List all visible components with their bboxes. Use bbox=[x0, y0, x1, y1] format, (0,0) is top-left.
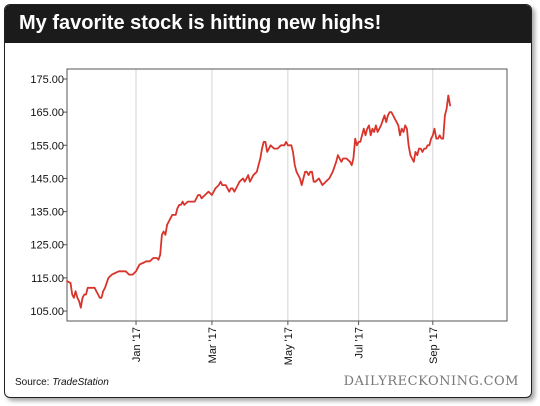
axis-layer bbox=[63, 68, 508, 325]
chart-title: My favorite stock is hitting new highs! bbox=[19, 12, 382, 34]
stock-price-chart: 105.00 115.00 125.00 135.00 145.00 155.00 165.… bbox=[30, 68, 508, 365]
source-label: Source: bbox=[15, 377, 53, 388]
y-tick-label: 125.00 bbox=[30, 240, 64, 252]
y-tick-label: 135.00 bbox=[30, 207, 64, 219]
watermark: DAILYRECKONING.COM bbox=[343, 374, 519, 389]
y-tick-label: 165.00 bbox=[30, 107, 64, 119]
price-line bbox=[66, 94, 452, 309]
y-tick-label: 115.00 bbox=[31, 273, 64, 285]
y-tick-label: 175.00 bbox=[30, 74, 64, 86]
x-tick-label: May '17 bbox=[283, 327, 295, 365]
plot-frame bbox=[66, 68, 508, 322]
x-tick-label: Jul '17 bbox=[354, 327, 366, 358]
y-tick-label: 145.00 bbox=[30, 173, 64, 185]
series-layer bbox=[66, 94, 452, 309]
title-bar: My favorite stock is hitting new highs! bbox=[5, 5, 531, 43]
grid-layer bbox=[135, 69, 434, 321]
chart-card: My favorite stock is hitting new highs! … bbox=[4, 4, 532, 398]
x-tick-label: Jan '17 bbox=[131, 327, 143, 362]
source-name: TradeStation bbox=[52, 377, 109, 388]
x-tick-label: Sep '17 bbox=[428, 327, 440, 364]
y-tick-label: 155.00 bbox=[30, 140, 64, 152]
y-tick-label: 105.00 bbox=[30, 306, 64, 318]
source-note: Source: TradeStation bbox=[15, 377, 109, 388]
label-layer: 105.00 115.00 125.00 135.00 145.00 155.00 165.… bbox=[30, 74, 439, 365]
x-tick-label: Mar '17 bbox=[207, 327, 219, 363]
